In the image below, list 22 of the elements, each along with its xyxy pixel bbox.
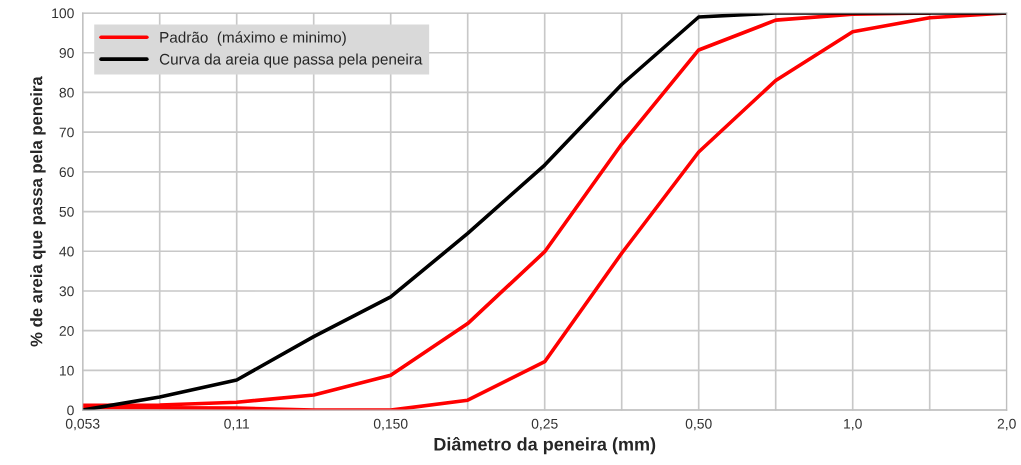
y-tick-label: 30 [59, 286, 74, 297]
y-tick-label: 10 [59, 365, 74, 376]
y-tick-label: 0 [67, 405, 74, 416]
x-tick-label: 0,25 [531, 418, 558, 431]
y-axis-title: % de areia que passa pela peneira [30, 76, 46, 347]
y-tick-label: 60 [59, 167, 74, 178]
x-tick-label: 0,150 [373, 418, 408, 431]
legend-label: Curva da areia que passa pela peneira [159, 53, 423, 68]
y-tick-label: 80 [59, 87, 74, 98]
y-tick-label: 100 [52, 8, 74, 19]
y-tick-label: 40 [59, 246, 74, 257]
x-tick-label: 0,11 [224, 418, 250, 431]
x-tick-label: 1,0 [844, 418, 862, 431]
x-tick-label: 0,50 [685, 418, 712, 431]
y-tick-label: 50 [59, 206, 74, 217]
x-tick-label: 2,0 [997, 418, 1016, 431]
y-tick-label: 20 [59, 326, 74, 336]
legend-label: Padrão (máximo e minimo) [160, 31, 346, 46]
y-tick-label: 90 [59, 48, 74, 58]
x-axis-title: Diâmetro da peneira (mm) [434, 436, 656, 455]
y-tick-label: 70 [59, 127, 74, 138]
x-tick-label: 0,053 [65, 418, 100, 431]
